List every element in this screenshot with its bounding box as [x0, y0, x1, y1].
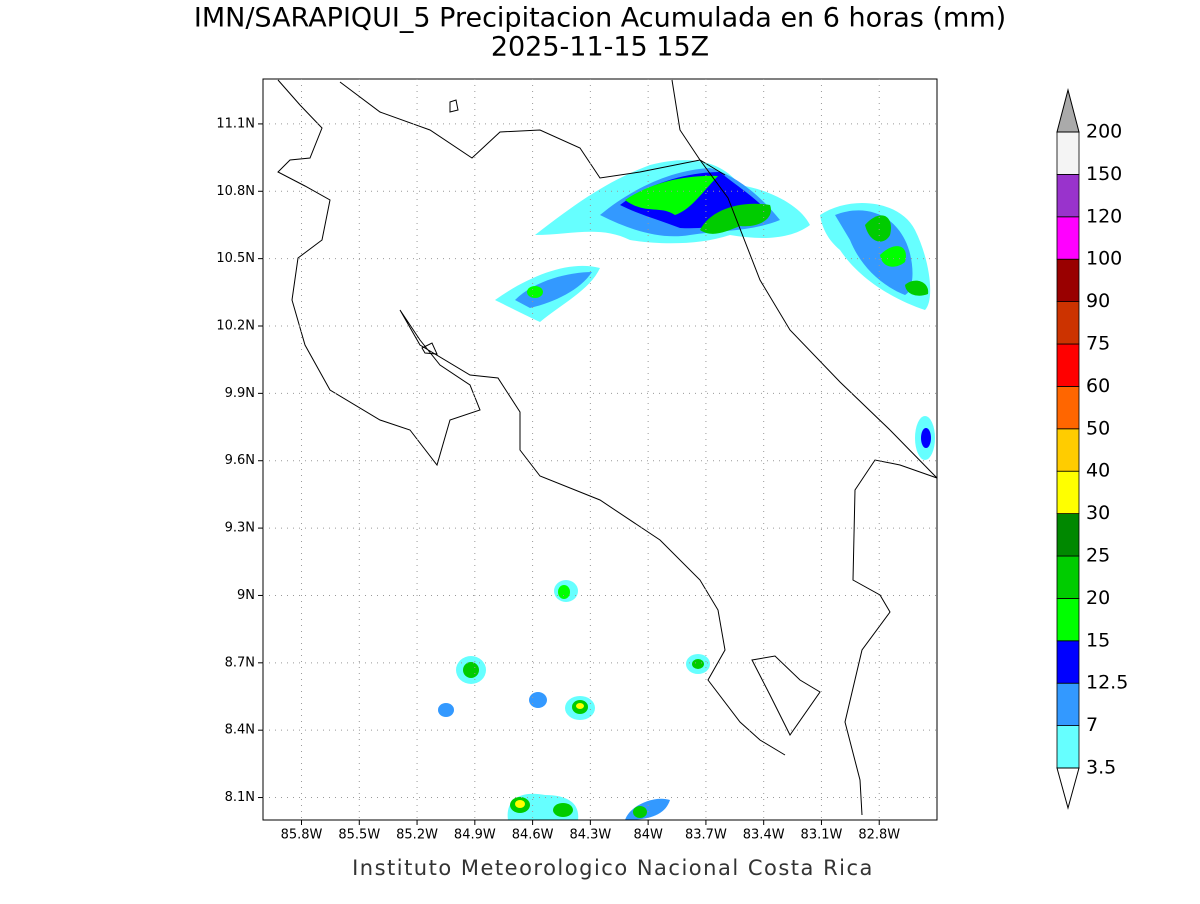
x-tick-label: 85.5W — [338, 828, 380, 843]
precip-field — [438, 160, 935, 820]
y-tick-label: 9.3N — [225, 521, 255, 536]
colorbar-label: 20 — [1086, 587, 1110, 609]
x-tick-label: 84.9W — [454, 828, 496, 843]
x-tick-label: 85.8W — [281, 828, 323, 843]
x-tick-label: 84.6W — [512, 828, 554, 843]
colorbar-segment — [1056, 682, 1080, 727]
colorbar-under — [1056, 767, 1080, 810]
colorbar-label: 3.5 — [1086, 757, 1116, 779]
y-tick-label: 8.1N — [225, 790, 255, 805]
x-tick-label: 85.2W — [396, 828, 438, 843]
y-tick-label: 9N — [237, 588, 255, 603]
footer: Instituto Meteorologico Nacional Costa R… — [352, 856, 874, 880]
colorbar-segment — [1056, 470, 1080, 515]
x-tick-label: 83.1W — [801, 828, 843, 843]
colorbar-segment — [1056, 555, 1080, 599]
colorbar-segment — [1056, 385, 1080, 430]
colorbar-label: 25 — [1086, 545, 1110, 567]
y-tick-label: 9.9N — [225, 386, 255, 401]
y-tick-label: 10.2N — [216, 319, 255, 334]
colorbar-label: 30 — [1086, 502, 1110, 524]
colorbar-label: 120 — [1086, 205, 1122, 227]
map-frame — [262, 78, 938, 821]
colorbar-label: 40 — [1086, 460, 1110, 482]
colorbar-label: 90 — [1086, 290, 1110, 312]
colorbar-segment — [1056, 598, 1080, 642]
colorbar-segment — [1056, 216, 1080, 260]
x-tick-label: 82.8W — [858, 828, 900, 843]
colorbar-segment — [1056, 173, 1080, 218]
y-tick-label: 8.4N — [225, 723, 255, 738]
y-tick-label: 10.8N — [216, 184, 255, 199]
colorbar-label: 15 — [1086, 629, 1110, 651]
colorbar-label: 100 — [1086, 248, 1122, 270]
colorbar-label: 50 — [1086, 417, 1110, 439]
colorbar-over — [1056, 88, 1080, 133]
y-tick-label: 8.7N — [225, 655, 255, 670]
title: IMN/SARAPIQUI_5 Precipitacion Acumulada … — [194, 3, 1006, 34]
colorbar-label: 75 — [1086, 333, 1110, 355]
colorbar-segment — [1056, 301, 1080, 345]
colorbar-label: 12.5 — [1086, 672, 1128, 694]
colorbar-label: 150 — [1086, 163, 1122, 185]
colorbar-segment — [1056, 131, 1080, 175]
subtitle: 2025-11-15 15Z — [491, 32, 709, 63]
colorbar-segment — [1056, 343, 1080, 387]
colorbar-segment — [1056, 640, 1080, 684]
x-tick-label: 83.4W — [743, 828, 785, 843]
colorbar-segment — [1056, 513, 1080, 557]
colorbar-segment — [1056, 725, 1080, 769]
colorbar-label: 200 — [1086, 121, 1122, 143]
x-tick-label: 84.3W — [569, 828, 611, 843]
colorbar-label: 60 — [1086, 375, 1110, 397]
y-tick-label: 10.5N — [216, 251, 255, 266]
y-tick-label: 11.1N — [216, 116, 255, 131]
colorbar-label: 7 — [1086, 714, 1098, 736]
y-tick-label: 9.6N — [225, 453, 255, 468]
colorbar-segment — [1056, 428, 1080, 472]
colorbar-segment — [1056, 258, 1080, 303]
x-tick-label: 84W — [633, 828, 663, 843]
x-tick-label: 83.7W — [685, 828, 727, 843]
